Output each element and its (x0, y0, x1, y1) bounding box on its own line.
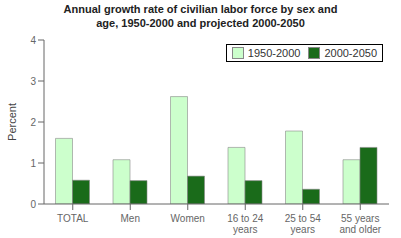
svg-text:Percent: Percent (8, 103, 18, 141)
html-text:Annual growth rate of civilian: Annual growth rate of civilian labor for… (63, 3, 338, 15)
svg-text:Women: Women (171, 213, 205, 224)
svg-text:3: 3 (30, 76, 36, 87)
html-text:age, 1950-2000 and projected 2: age, 1950-2000 and projected 2000-2050 (96, 17, 305, 29)
svg-text:55 yearsand older: 55 yearsand older (339, 213, 381, 235)
svg-text:2: 2 (30, 117, 36, 128)
svg-text:TOTAL: TOTAL (57, 213, 89, 224)
html-text:1950-2000: 1950-2000 (247, 47, 301, 59)
svg-text:4: 4 (30, 35, 36, 46)
html-text:2000-2050: 2000-2050 (324, 47, 377, 59)
svg-text:0: 0 (30, 199, 36, 210)
svg-text:Men: Men (121, 213, 140, 224)
svg-text:25 to 54years: 25 to 54years (285, 213, 322, 235)
svg-text:1: 1 (30, 158, 36, 169)
svg-text:16 to 24years: 16 to 24years (227, 213, 264, 235)
